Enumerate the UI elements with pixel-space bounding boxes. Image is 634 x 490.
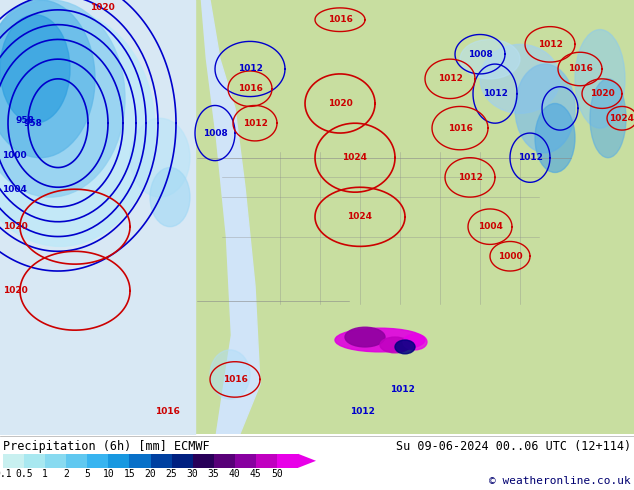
Bar	[3, 454, 24, 468]
Text: 1020: 1020	[90, 3, 115, 12]
Text: 1016: 1016	[328, 15, 353, 24]
Text: 35: 35	[208, 469, 219, 479]
Text: 2: 2	[63, 469, 69, 479]
Bar	[150, 454, 172, 468]
Ellipse shape	[345, 327, 385, 347]
Text: 1008: 1008	[203, 128, 228, 138]
Text: Precipitation (6h) [mm] ECMWF: Precipitation (6h) [mm] ECMWF	[3, 440, 210, 453]
Text: 1020: 1020	[590, 89, 614, 98]
Bar	[277, 454, 298, 468]
Bar	[45, 454, 66, 468]
Text: 1020: 1020	[3, 222, 27, 231]
Ellipse shape	[535, 103, 575, 172]
Ellipse shape	[130, 118, 190, 197]
Ellipse shape	[403, 334, 427, 350]
Text: 1016: 1016	[238, 84, 262, 93]
Ellipse shape	[480, 45, 560, 113]
Text: 45: 45	[250, 469, 262, 479]
Text: 0.1: 0.1	[0, 469, 12, 479]
Text: 1024: 1024	[347, 212, 373, 221]
Text: 10: 10	[103, 469, 114, 479]
Ellipse shape	[0, 0, 95, 158]
Polygon shape	[298, 454, 316, 468]
Ellipse shape	[590, 79, 626, 158]
Text: 1016: 1016	[567, 65, 592, 74]
Text: 958: 958	[15, 116, 34, 125]
Bar	[193, 454, 214, 468]
Text: 1024: 1024	[609, 114, 634, 123]
Bar	[256, 454, 277, 468]
Ellipse shape	[460, 39, 520, 79]
Text: 1016: 1016	[448, 123, 472, 133]
Text: 1020: 1020	[328, 99, 353, 108]
Text: 1020: 1020	[3, 286, 27, 295]
Polygon shape	[215, 0, 440, 217]
Text: 1012: 1012	[458, 173, 482, 182]
Text: 1012: 1012	[517, 153, 543, 162]
Text: 1012: 1012	[482, 89, 507, 98]
Bar	[235, 454, 256, 468]
Bar	[24, 454, 45, 468]
Bar	[172, 454, 193, 468]
Ellipse shape	[335, 328, 425, 352]
Text: 1016: 1016	[155, 407, 180, 416]
Text: 1012: 1012	[350, 407, 375, 416]
Text: 20: 20	[145, 469, 157, 479]
Ellipse shape	[0, 15, 70, 123]
Text: 1012: 1012	[238, 65, 262, 74]
Ellipse shape	[150, 168, 190, 227]
Polygon shape	[185, 0, 225, 404]
Bar	[195, 0, 634, 434]
Text: 1004: 1004	[477, 222, 502, 231]
Text: 1012: 1012	[390, 385, 415, 394]
Bar	[129, 454, 150, 468]
Text: 0.5: 0.5	[15, 469, 33, 479]
Text: 5: 5	[84, 469, 90, 479]
Polygon shape	[195, 0, 230, 434]
Ellipse shape	[210, 350, 250, 399]
Ellipse shape	[575, 29, 625, 128]
Text: © weatheronline.co.uk: © weatheronline.co.uk	[489, 476, 631, 486]
Text: 25: 25	[165, 469, 178, 479]
Text: 30: 30	[187, 469, 198, 479]
Text: 1012: 1012	[243, 119, 268, 128]
Text: 1: 1	[42, 469, 48, 479]
Bar	[214, 454, 235, 468]
Text: 1000: 1000	[2, 151, 27, 160]
Ellipse shape	[395, 340, 415, 354]
Ellipse shape	[380, 337, 410, 353]
Ellipse shape	[0, 10, 155, 246]
Text: 958: 958	[23, 119, 42, 128]
Text: 50: 50	[271, 469, 283, 479]
Text: 1000: 1000	[498, 252, 522, 261]
Text: 1008: 1008	[468, 49, 493, 59]
Text: 15: 15	[124, 469, 135, 479]
Text: 1016: 1016	[223, 375, 247, 384]
Text: 1012: 1012	[437, 74, 462, 83]
Ellipse shape	[0, 0, 125, 197]
Text: 1012: 1012	[538, 40, 562, 49]
Text: 40: 40	[229, 469, 241, 479]
Polygon shape	[195, 0, 260, 434]
Text: 1004: 1004	[2, 185, 27, 194]
Ellipse shape	[515, 64, 575, 153]
Bar	[108, 454, 129, 468]
Polygon shape	[185, 0, 620, 261]
Text: 1024: 1024	[342, 153, 368, 162]
Text: Su 09-06-2024 00..06 UTC (12+114): Su 09-06-2024 00..06 UTC (12+114)	[396, 440, 631, 453]
Bar	[87, 454, 108, 468]
Bar	[66, 454, 87, 468]
